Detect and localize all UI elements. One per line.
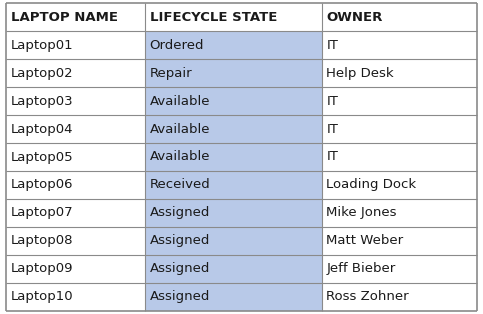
Text: Laptop09: Laptop09 (11, 263, 73, 275)
Text: Matt Weber: Matt Weber (327, 235, 404, 247)
Bar (6, 87, 145, 115)
Text: Laptop06: Laptop06 (11, 178, 73, 192)
Bar (6, 171, 145, 199)
Text: IT: IT (327, 150, 339, 164)
Bar (6, 199, 145, 227)
Bar (145, 3, 322, 31)
Text: Laptop07: Laptop07 (11, 206, 73, 219)
Text: Laptop01: Laptop01 (11, 39, 73, 51)
Text: Available: Available (150, 122, 210, 136)
Bar (6, 31, 145, 59)
Text: Assigned: Assigned (150, 206, 210, 219)
Text: Jeff Bieber: Jeff Bieber (327, 263, 396, 275)
Text: Help Desk: Help Desk (327, 67, 394, 79)
Bar (145, 143, 322, 171)
Text: Assigned: Assigned (150, 263, 210, 275)
Text: LAPTOP NAME: LAPTOP NAME (11, 11, 118, 24)
Bar (322, 199, 477, 227)
Text: Laptop10: Laptop10 (11, 290, 73, 303)
Text: Received: Received (150, 178, 211, 192)
Text: OWNER: OWNER (327, 11, 383, 24)
Text: Ross Zohner: Ross Zohner (327, 290, 409, 303)
Text: Available: Available (150, 150, 210, 164)
Bar (6, 115, 145, 143)
Text: IT: IT (327, 122, 339, 136)
Text: Available: Available (150, 95, 210, 108)
Bar (6, 283, 145, 311)
Bar (145, 115, 322, 143)
Text: Mike Jones: Mike Jones (327, 206, 397, 219)
Text: Laptop03: Laptop03 (11, 95, 73, 108)
Bar (145, 255, 322, 283)
Bar (6, 143, 145, 171)
Bar (322, 31, 477, 59)
Bar (322, 3, 477, 31)
Bar (322, 87, 477, 115)
Text: Laptop02: Laptop02 (11, 67, 73, 79)
Bar (145, 31, 322, 59)
Bar (322, 255, 477, 283)
Text: Ordered: Ordered (150, 39, 204, 51)
Text: IT: IT (327, 39, 339, 51)
Text: Laptop05: Laptop05 (11, 150, 73, 164)
Bar (6, 255, 145, 283)
Bar (322, 143, 477, 171)
Text: Laptop04: Laptop04 (11, 122, 73, 136)
Bar (322, 59, 477, 87)
Text: Repair: Repair (150, 67, 192, 79)
Bar (145, 199, 322, 227)
Bar (6, 227, 145, 255)
Bar (145, 283, 322, 311)
Bar (145, 87, 322, 115)
Bar (322, 171, 477, 199)
Bar (322, 115, 477, 143)
Bar (322, 227, 477, 255)
Bar (322, 283, 477, 311)
Bar (6, 3, 145, 31)
Text: Laptop08: Laptop08 (11, 235, 73, 247)
Bar (145, 171, 322, 199)
Text: IT: IT (327, 95, 339, 108)
Text: Assigned: Assigned (150, 235, 210, 247)
Text: Assigned: Assigned (150, 290, 210, 303)
Bar (145, 59, 322, 87)
Text: Loading Dock: Loading Dock (327, 178, 417, 192)
Bar (145, 227, 322, 255)
Text: LIFECYCLE STATE: LIFECYCLE STATE (150, 11, 277, 24)
Bar (6, 59, 145, 87)
